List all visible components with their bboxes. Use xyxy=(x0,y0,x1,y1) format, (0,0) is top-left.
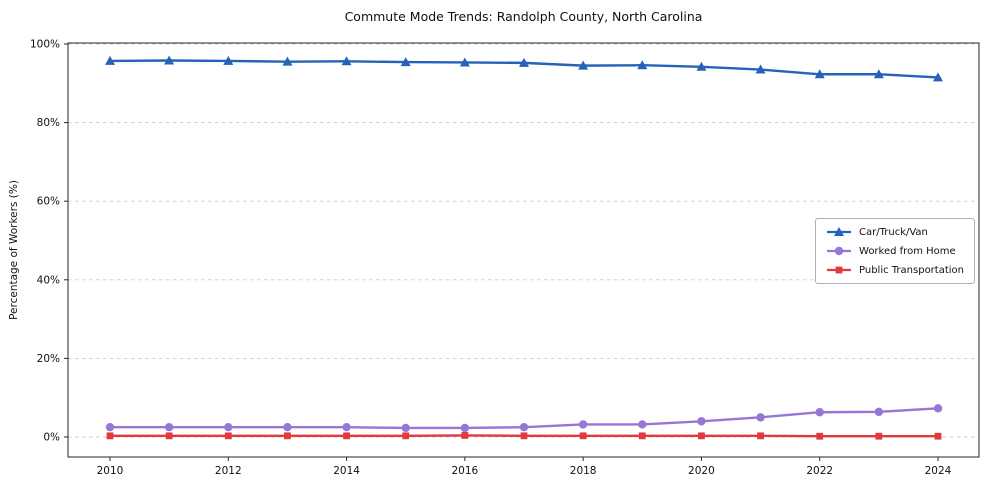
series-1-point xyxy=(224,422,233,432)
series-0-point xyxy=(459,57,470,67)
series-1-point xyxy=(164,422,174,432)
series-0-point xyxy=(164,55,175,65)
series-0-point xyxy=(755,64,766,74)
series-2-point xyxy=(106,432,114,440)
series-2-point xyxy=(638,432,646,440)
series-0-point xyxy=(341,56,352,66)
series-2-point xyxy=(934,432,942,440)
series-2-point xyxy=(402,432,410,440)
legend-swatch-marker xyxy=(834,246,844,256)
x-tick-label: 2012 xyxy=(215,465,242,477)
series-0-point xyxy=(282,56,293,66)
series-1-point xyxy=(815,408,824,417)
chart-title: Commute Mode Trends: Randolph County, No… xyxy=(344,9,703,24)
series-2-point xyxy=(816,432,824,440)
y-tick-label: 100% xyxy=(30,39,60,51)
series-1-point xyxy=(638,420,647,429)
x-tick-label: 2016 xyxy=(451,465,478,477)
series-0-point xyxy=(873,69,884,79)
legend-circle-line-icon xyxy=(827,246,852,256)
legend-swatch-marker xyxy=(834,227,845,236)
series-1-point xyxy=(460,423,470,433)
series-0-point xyxy=(578,60,589,70)
legend: Car/Truck/Van Worked from Home Public Tr… xyxy=(815,218,975,284)
series-1-point xyxy=(933,404,943,413)
series-2-point xyxy=(224,432,232,440)
y-tick-label: 0% xyxy=(43,432,60,444)
x-tick-label: 2014 xyxy=(333,465,360,477)
series-0-point xyxy=(696,61,707,71)
series-2-point xyxy=(343,432,350,440)
x-tick-label: 2018 xyxy=(570,465,597,477)
series-0-point xyxy=(814,69,825,79)
series-2-point xyxy=(520,432,528,440)
legend-label-car-truck-van: Car/Truck/Van xyxy=(859,226,928,238)
legend-square-line-icon xyxy=(827,266,852,274)
series-1-point xyxy=(105,422,115,432)
series-2-point xyxy=(698,432,705,440)
series-1-point xyxy=(756,413,765,422)
x-tick-label: 2024 xyxy=(925,465,952,477)
series-1-point xyxy=(283,422,292,432)
x-tick-label: 2022 xyxy=(806,465,833,477)
series-2-point xyxy=(579,432,587,440)
plot-border xyxy=(67,42,980,458)
series-2-point xyxy=(284,432,291,440)
series-0-point xyxy=(105,55,115,65)
legend-item-car-truck-van: Car/Truck/Van xyxy=(826,226,964,238)
series-2-point xyxy=(875,432,883,440)
series-0-point xyxy=(637,60,648,70)
series-1-point xyxy=(578,420,588,429)
y-tick-label: 60% xyxy=(37,196,60,208)
series-1-point xyxy=(874,407,884,417)
series-0-point xyxy=(519,57,529,67)
x-tick-label: 2020 xyxy=(688,465,715,477)
y-tick-label: 20% xyxy=(37,353,60,365)
series-1-point xyxy=(342,422,351,432)
series-0-point xyxy=(400,57,411,67)
y-tick-label: 80% xyxy=(37,117,60,129)
series-2-point xyxy=(757,432,764,440)
y-tick-label: 40% xyxy=(37,274,60,286)
series-2-point xyxy=(461,432,469,439)
series-0-point xyxy=(933,72,943,82)
legend-triangle-line-icon xyxy=(827,227,852,236)
legend-label-worked-from-home: Worked from Home xyxy=(859,245,956,257)
series-1-point xyxy=(519,422,529,432)
legend-swatch-marker xyxy=(835,266,843,274)
legend-item-public-transportation: Public Transportation xyxy=(826,264,964,276)
legend-item-worked-from-home: Worked from Home xyxy=(826,245,964,257)
series-0-point xyxy=(223,55,234,65)
series-1-point xyxy=(697,417,706,426)
y-axis-label: Percentage of Workers (%) xyxy=(8,180,20,320)
series-2-point xyxy=(165,432,173,440)
legend-label-public-transportation: Public Transportation xyxy=(859,264,964,276)
x-tick-label: 2010 xyxy=(97,465,124,477)
series-1-point xyxy=(401,423,410,433)
